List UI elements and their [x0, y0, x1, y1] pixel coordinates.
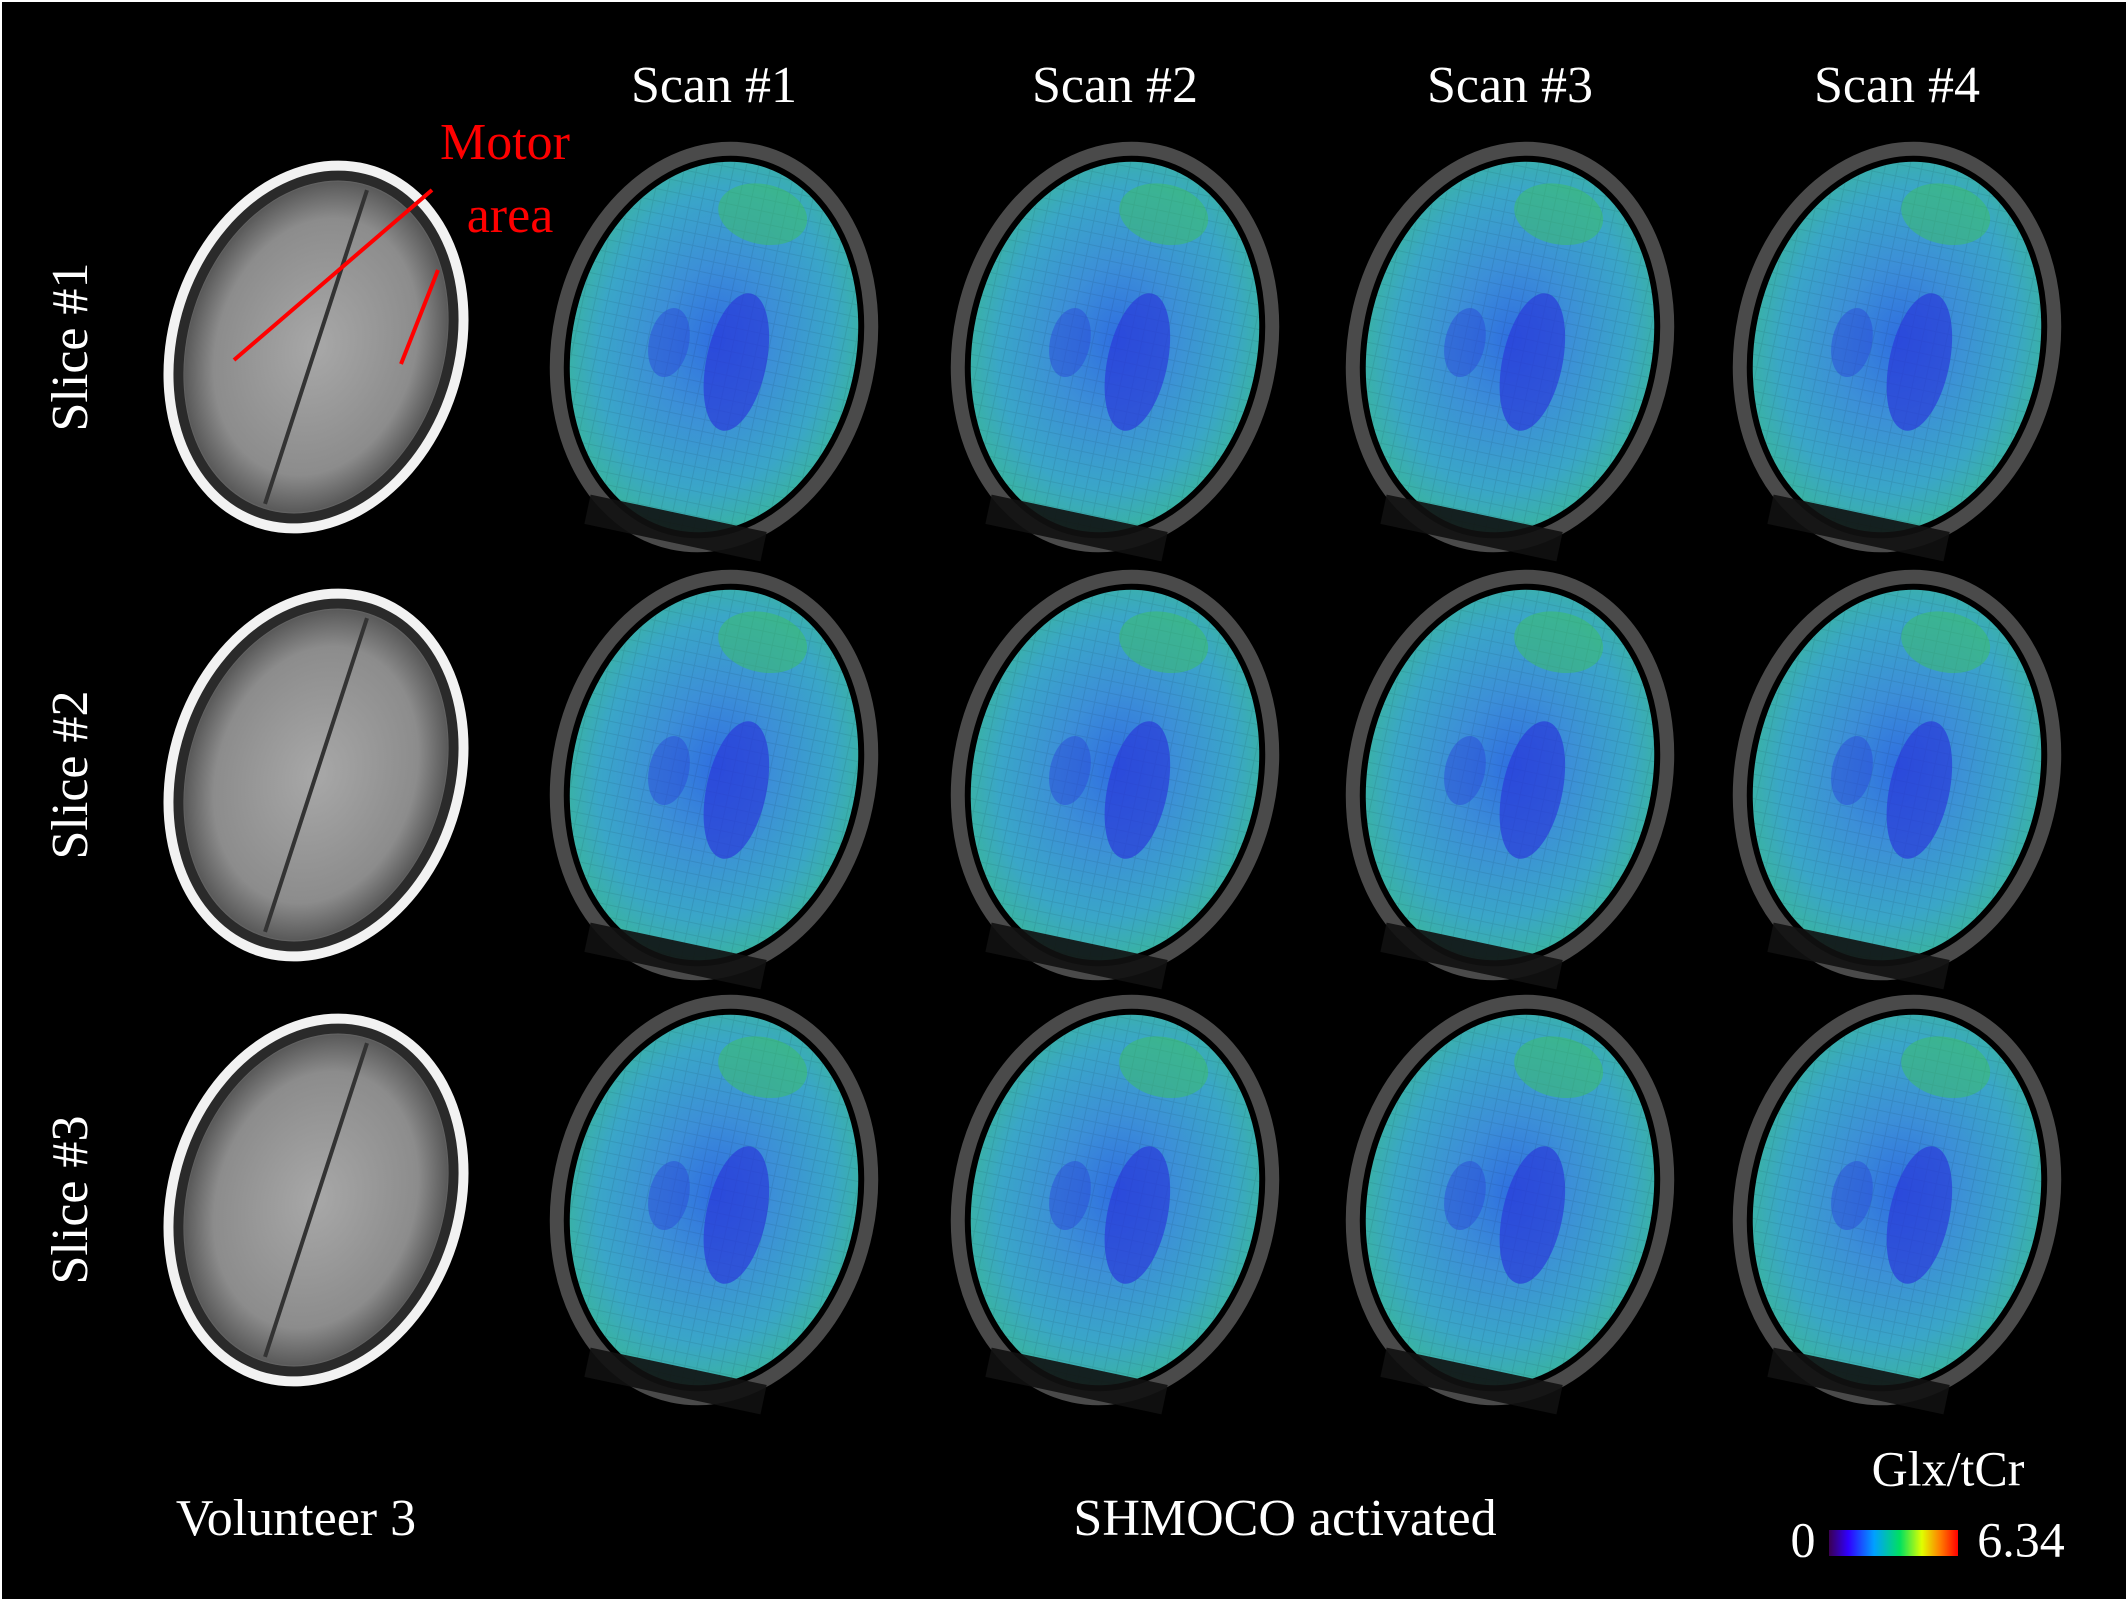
missing-edge — [1767, 494, 1950, 562]
low-region — [703, 293, 770, 431]
low-region — [1104, 1146, 1171, 1284]
high-region — [1514, 611, 1604, 674]
scan-map — [549, 141, 879, 562]
colorbar-min: 0 — [1791, 1511, 1816, 1567]
annotation-text: area — [467, 187, 554, 244]
scan-map — [1345, 994, 1675, 1415]
high-region — [718, 1036, 808, 1099]
anatomical-image — [163, 1013, 469, 1387]
low-region — [1499, 721, 1566, 859]
high-region — [1901, 183, 1991, 246]
annotation-text: Motor — [440, 114, 570, 171]
anatomical-image — [163, 160, 469, 534]
colorbar — [1829, 1530, 1958, 1556]
scan-map — [549, 569, 879, 990]
high-region — [1901, 1036, 1991, 1099]
high-region — [718, 183, 808, 246]
brain-images — [163, 141, 2062, 1415]
high-region — [1901, 611, 1991, 674]
subject-label: Volunteer 3 — [176, 1490, 416, 1547]
midline — [263, 1042, 369, 1358]
missing-edge — [1767, 922, 1950, 990]
low-region — [1444, 736, 1486, 806]
scan-map — [1345, 569, 1675, 990]
missing-edge — [1767, 1347, 1950, 1415]
scan-map — [1732, 569, 2062, 990]
high-region — [1119, 611, 1209, 674]
row-label: Slice #3 — [42, 1116, 99, 1285]
low-region — [1831, 736, 1873, 806]
row-label: Slice #2 — [42, 691, 99, 860]
low-region — [1049, 736, 1091, 806]
low-region — [1049, 1161, 1091, 1231]
column-header: Scan #3 — [1427, 57, 1593, 114]
low-region — [1886, 293, 1953, 431]
colorbar-max: 6.34 — [1977, 1511, 2065, 1567]
high-region — [1514, 183, 1604, 246]
scan-map — [950, 141, 1280, 562]
low-region — [1499, 1146, 1566, 1284]
low-region — [1499, 293, 1566, 431]
missing-edge — [985, 922, 1168, 990]
low-region — [703, 721, 770, 859]
high-region — [1119, 183, 1209, 246]
column-header: Scan #4 — [1814, 57, 1980, 114]
high-region — [718, 611, 808, 674]
midline — [263, 617, 369, 933]
row-label: Slice #1 — [42, 263, 99, 432]
low-region — [1104, 721, 1171, 859]
scan-map — [950, 569, 1280, 990]
column-header: Scan #1 — [631, 57, 797, 114]
midline — [263, 189, 369, 505]
pointer-line — [399, 269, 440, 365]
missing-edge — [584, 494, 767, 562]
low-region — [1049, 308, 1091, 378]
low-region — [1444, 1161, 1486, 1231]
condition-label: SHMOCO activated — [1073, 1490, 1496, 1547]
column-header: Scan #2 — [1032, 57, 1198, 114]
low-region — [1104, 293, 1171, 431]
scan-map — [1345, 141, 1675, 562]
low-region — [648, 736, 690, 806]
low-region — [1886, 1146, 1953, 1284]
scan-map — [1732, 141, 2062, 562]
missing-edge — [584, 922, 767, 990]
high-region — [1119, 1036, 1209, 1099]
low-region — [1831, 308, 1873, 378]
scan-map — [1732, 994, 2062, 1415]
scan-map — [950, 994, 1280, 1415]
missing-edge — [1380, 1347, 1563, 1415]
missing-edge — [1380, 494, 1563, 562]
low-region — [703, 1146, 770, 1284]
missing-edge — [985, 494, 1168, 562]
high-region — [1514, 1036, 1604, 1099]
anatomical-image — [163, 588, 469, 962]
scan-map — [549, 994, 879, 1415]
low-region — [1886, 721, 1953, 859]
missing-edge — [1380, 922, 1563, 990]
colorbar-title: Glx/tCr — [1872, 1440, 2025, 1496]
missing-edge — [985, 1347, 1168, 1415]
low-region — [648, 308, 690, 378]
low-region — [648, 1161, 690, 1231]
low-region — [1831, 1161, 1873, 1231]
missing-edge — [584, 1347, 767, 1415]
low-region — [1444, 308, 1486, 378]
pointer-line — [232, 188, 434, 362]
